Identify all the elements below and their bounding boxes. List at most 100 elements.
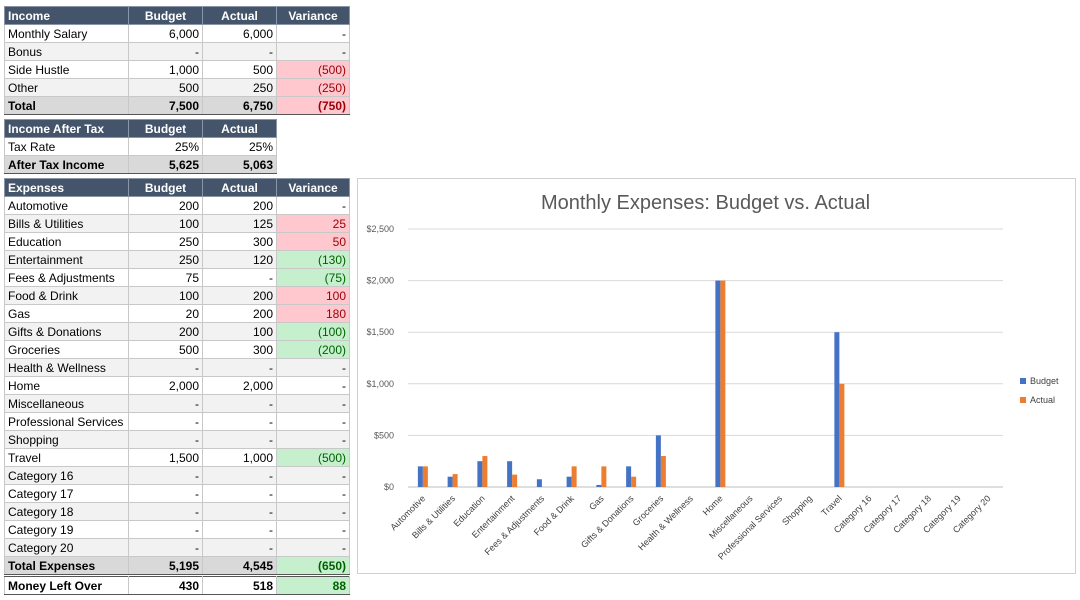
row-label[interactable]: Other (4, 78, 129, 97)
variance-cell[interactable]: (500) (276, 60, 350, 79)
variance-cell[interactable]: 100 (276, 286, 350, 305)
actual-cell[interactable]: 120 (202, 250, 277, 269)
expenses-chart[interactable]: Monthly Expenses: Budget vs. Actual $0 $50… (357, 178, 1076, 574)
variance-cell[interactable]: - (276, 24, 350, 43)
budget-cell[interactable]: - (128, 484, 203, 503)
budget-cell[interactable]: 100 (128, 286, 203, 305)
actual-cell[interactable]: - (202, 430, 277, 449)
budget-cell[interactable]: 250 (128, 250, 203, 269)
actual-cell[interactable]: 200 (202, 286, 277, 305)
budget-cell[interactable]: 500 (128, 78, 203, 97)
row-label[interactable]: Shopping (4, 430, 129, 449)
actual-cell[interactable]: - (202, 538, 277, 557)
variance-cell[interactable]: (200) (276, 340, 350, 359)
variance-cell[interactable]: - (276, 430, 350, 449)
budget-cell[interactable]: 200 (128, 322, 203, 341)
actual-cell[interactable]: 500 (202, 60, 277, 79)
row-label[interactable]: Monthly Salary (4, 24, 129, 43)
variance-cell[interactable]: - (276, 358, 350, 377)
actual-cell[interactable]: 25% (202, 137, 277, 156)
budget-cell[interactable]: 250 (128, 232, 203, 251)
variance-cell[interactable]: (500) (276, 448, 350, 467)
variance-cell[interactable]: - (276, 538, 350, 557)
variance-cell[interactable]: (75) (276, 268, 350, 287)
budget-cell[interactable]: 5,625 (128, 155, 203, 174)
budget-cell[interactable]: 20 (128, 304, 203, 323)
variance-cell[interactable]: - (276, 412, 350, 431)
actual-cell[interactable]: - (202, 42, 277, 61)
actual-cell[interactable]: 200 (202, 304, 277, 323)
actual-cell[interactable]: 518 (202, 576, 277, 595)
budget-cell[interactable]: 5,195 (128, 556, 203, 575)
budget-cell[interactable]: 25% (128, 137, 203, 156)
budget-cell[interactable]: 500 (128, 340, 203, 359)
row-label[interactable]: Total (4, 96, 129, 115)
row-label[interactable]: Gifts & Donations (4, 322, 129, 341)
row-label[interactable]: Tax Rate (4, 137, 129, 156)
budget-cell[interactable]: - (128, 394, 203, 413)
actual-cell[interactable]: 300 (202, 232, 277, 251)
row-label[interactable]: Category 20 (4, 538, 129, 557)
actual-cell[interactable]: - (202, 358, 277, 377)
row-label[interactable]: Category 19 (4, 520, 129, 539)
actual-cell[interactable]: 125 (202, 214, 277, 233)
budget-cell[interactable]: - (128, 502, 203, 521)
budget-cell[interactable]: - (128, 412, 203, 431)
variance-cell[interactable]: - (276, 196, 350, 215)
variance-cell[interactable]: (250) (276, 78, 350, 97)
actual-cell[interactable]: 300 (202, 340, 277, 359)
budget-cell[interactable]: - (128, 466, 203, 485)
row-label[interactable]: Entertainment (4, 250, 129, 269)
row-label[interactable]: Groceries (4, 340, 129, 359)
budget-cell[interactable]: 6,000 (128, 24, 203, 43)
row-label[interactable]: Side Hustle (4, 60, 129, 79)
budget-cell[interactable]: 1,000 (128, 60, 203, 79)
row-label[interactable]: Category 18 (4, 502, 129, 521)
row-label[interactable]: After Tax Income (4, 155, 129, 174)
row-label[interactable]: Education (4, 232, 129, 251)
row-label[interactable]: Money Left Over (4, 576, 129, 595)
budget-cell[interactable]: 75 (128, 268, 203, 287)
budget-cell[interactable]: 430 (128, 576, 203, 595)
budget-cell[interactable]: - (128, 42, 203, 61)
row-label[interactable]: Total Expenses (4, 556, 129, 575)
actual-cell[interactable]: - (202, 412, 277, 431)
row-label[interactable]: Bonus (4, 42, 129, 61)
budget-cell[interactable]: 7,500 (128, 96, 203, 115)
budget-cell[interactable]: 2,000 (128, 376, 203, 395)
variance-cell[interactable]: 88 (276, 576, 350, 595)
actual-cell[interactable]: - (202, 520, 277, 539)
budget-cell[interactable]: 200 (128, 196, 203, 215)
budget-cell[interactable]: - (128, 430, 203, 449)
actual-cell[interactable]: 250 (202, 78, 277, 97)
budget-cell[interactable]: - (128, 358, 203, 377)
row-label[interactable]: Professional Services (4, 412, 129, 431)
actual-cell[interactable]: 6,750 (202, 96, 277, 115)
variance-cell[interactable]: - (276, 502, 350, 521)
actual-cell[interactable]: - (202, 466, 277, 485)
budget-cell[interactable]: - (128, 538, 203, 557)
variance-cell[interactable]: (650) (276, 556, 350, 575)
variance-cell[interactable]: - (276, 42, 350, 61)
variance-cell[interactable]: 50 (276, 232, 350, 251)
actual-cell[interactable]: 5,063 (202, 155, 277, 174)
variance-cell[interactable]: (100) (276, 322, 350, 341)
actual-cell[interactable]: - (202, 484, 277, 503)
actual-cell[interactable]: - (202, 502, 277, 521)
actual-cell[interactable]: - (202, 268, 277, 287)
variance-cell[interactable]: (130) (276, 250, 350, 269)
row-label[interactable]: Category 16 (4, 466, 129, 485)
row-label[interactable]: Bills & Utilities (4, 214, 129, 233)
budget-cell[interactable]: 1,500 (128, 448, 203, 467)
row-label[interactable]: Home (4, 376, 129, 395)
budget-cell[interactable]: - (128, 520, 203, 539)
actual-cell[interactable]: 2,000 (202, 376, 277, 395)
variance-cell[interactable]: 25 (276, 214, 350, 233)
actual-cell[interactable]: 4,545 (202, 556, 277, 575)
variance-cell[interactable]: - (276, 466, 350, 485)
actual-cell[interactable]: 200 (202, 196, 277, 215)
variance-cell[interactable]: - (276, 394, 350, 413)
variance-cell[interactable]: (750) (276, 96, 350, 115)
budget-cell[interactable]: 100 (128, 214, 203, 233)
actual-cell[interactable]: - (202, 394, 277, 413)
